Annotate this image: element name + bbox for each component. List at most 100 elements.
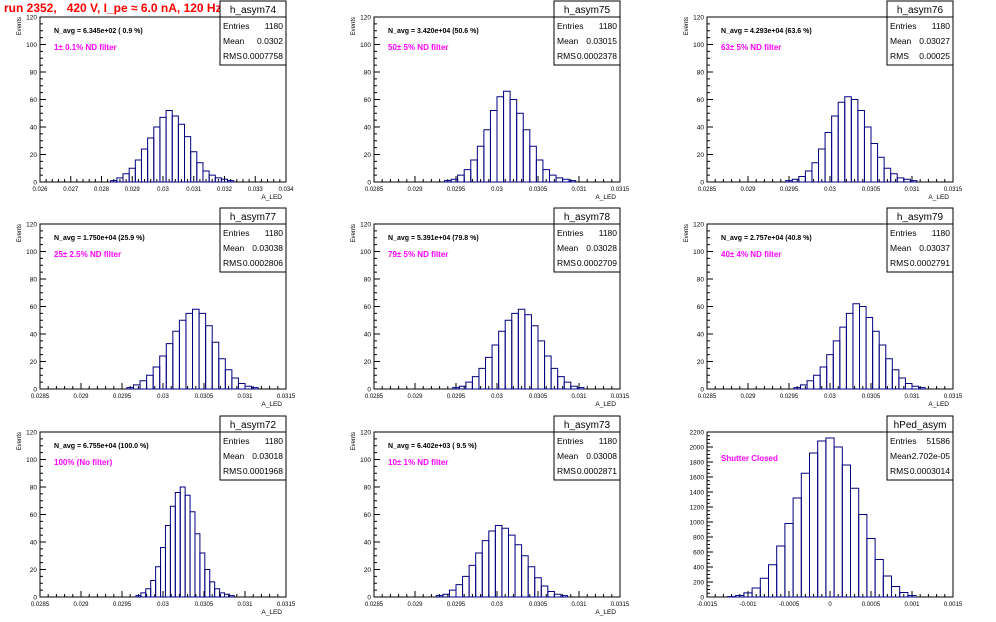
histogram-bin: [799, 384, 808, 390]
histogram-bin: [498, 330, 506, 390]
stats-mean-label: Mean: [223, 36, 245, 46]
histogram-bin: [550, 367, 559, 390]
stats-entries-label: Entries: [890, 21, 916, 31]
stats-mean-value: 0.03008: [586, 451, 617, 461]
histogram-bin: [251, 387, 259, 390]
filter-label: 10± 1% ND filter: [388, 458, 448, 467]
y-tick-label: 80: [30, 70, 38, 77]
x-axis-label: A_LED: [261, 194, 282, 201]
stats-mean-value: 0.03037: [919, 243, 950, 253]
y-tick-label: 80: [364, 70, 372, 77]
n-avg-label: N_avg = 6.345e+02 ( 0.9 %): [54, 28, 143, 35]
histogram-bin: [877, 156, 885, 183]
y-tick-label: 0: [700, 595, 704, 602]
histogram-bin: [174, 492, 181, 598]
stats-mean-label: Mean: [890, 243, 912, 253]
y-tick-label: 1000: [690, 520, 705, 527]
y-tick-label: 20: [30, 567, 38, 574]
x-tick-label: 0.031: [904, 394, 920, 400]
x-tick-label: 0.027: [63, 187, 79, 193]
filter-label: 79± 5% ND filter: [388, 250, 448, 259]
x-tick-label: 0.034: [278, 187, 294, 193]
histogram-bin: [152, 366, 161, 390]
y-tick-label: 40: [364, 332, 372, 339]
y-tick-label: 60: [697, 97, 705, 104]
n-avg-label: N_avg = 1.750e+04 (25.9 %): [54, 235, 145, 242]
filter-label: 1± 0.1% ND filter: [54, 43, 117, 52]
y-tick-label: 2000: [690, 445, 705, 452]
stats-rms-label: RMS: [890, 51, 909, 61]
histogram-bin: [140, 148, 149, 183]
stats-rms-value: 0.0002709: [577, 258, 617, 268]
stats-mean-value: 0.03028: [586, 243, 617, 253]
x-tick-label: 0.001: [904, 602, 920, 608]
x-tick-label: 0.0015: [944, 602, 963, 608]
histogram-panel-h_asym76: 0 20 40 60 80 100 120 0.0285 0.029 0.0295 0.03 0.03…: [684, 0, 963, 201]
stats-rms-value: 0.00025: [919, 51, 950, 61]
x-tick-label: 0.0305: [529, 602, 548, 608]
y-tick-label: 60: [697, 304, 705, 311]
histogram-bin: [817, 440, 827, 598]
histogram-bin: [450, 178, 459, 183]
histogram-bin: [184, 494, 191, 598]
histogram-bin: [132, 384, 141, 390]
y-tick-label: 40: [364, 540, 372, 547]
x-tick-label: 0.0305: [529, 394, 548, 400]
x-tick-label: -0.001: [739, 602, 757, 608]
y-tick-label: 0: [33, 180, 37, 187]
histogram-bin: [160, 547, 166, 598]
stats-rms-value: 0.0002378: [577, 51, 617, 61]
histogram-bin: [199, 552, 206, 598]
x-tick-label: 0.026: [32, 187, 48, 193]
histogram-bin: [448, 589, 457, 598]
y-tick-label: 60: [364, 97, 372, 104]
stats-entries-value: 51586: [926, 436, 950, 446]
x-tick-label: 0.028: [94, 187, 110, 193]
filter-label: 50± 5% ND filter: [388, 43, 448, 52]
y-tick-label: 40: [30, 540, 38, 547]
y-axis-label: Events: [17, 224, 23, 242]
stats-entries-label: Entries: [557, 21, 583, 31]
histogram-bin: [863, 126, 872, 183]
histogram-bin: [185, 312, 194, 390]
x-tick-label: -0.0015: [697, 602, 718, 608]
stats-mean-label: Mean: [223, 451, 245, 461]
histogram-bin: [155, 566, 162, 598]
y-tick-label: 80: [364, 485, 372, 492]
y-tick-label: 1800: [690, 460, 705, 467]
y-tick-label: 100: [693, 249, 704, 256]
y-tick-label: 0: [33, 387, 37, 394]
y-tick-label: 60: [364, 512, 372, 519]
histogram-bin: [178, 319, 187, 390]
x-tick-label: -0.0005: [779, 602, 800, 608]
x-axis-label: A_LED: [261, 401, 282, 408]
histogram-bin: [850, 99, 859, 183]
histogram-bin: [204, 569, 211, 598]
x-tick-label: 0.03: [824, 187, 836, 193]
stats-rms-label: RMS: [223, 258, 242, 268]
histogram-bin: [455, 584, 464, 598]
histogram-bin: [458, 385, 467, 390]
histogram-name: h_asym74: [230, 5, 277, 16]
histogram-bin: [791, 178, 800, 183]
stats-rms-value: 0.0002806: [243, 258, 283, 268]
histogram-bin: [806, 380, 815, 390]
x-tick-label: 0.031: [237, 602, 253, 608]
histogram-bin: [833, 446, 843, 598]
histogram-bin: [792, 497, 802, 598]
filter-label: 63± 5% ND filter: [721, 43, 781, 52]
stats-box: [219, 415, 287, 481]
histogram-name: h_asym72: [230, 420, 277, 431]
stats-rms-value: 0.0002791: [910, 258, 950, 268]
histogram-bin: [516, 112, 524, 183]
y-tick-label: 60: [30, 512, 38, 519]
histogram-bin: [496, 96, 505, 183]
histogram-bin: [776, 545, 786, 598]
histogram-bin: [555, 177, 564, 183]
stats-mean-value: 0.03015: [586, 36, 617, 46]
y-tick-label: 0: [33, 595, 37, 602]
y-tick-label: 0: [367, 595, 371, 602]
x-tick-label: 0.0285: [698, 394, 717, 400]
y-tick-label: 600: [693, 550, 704, 557]
